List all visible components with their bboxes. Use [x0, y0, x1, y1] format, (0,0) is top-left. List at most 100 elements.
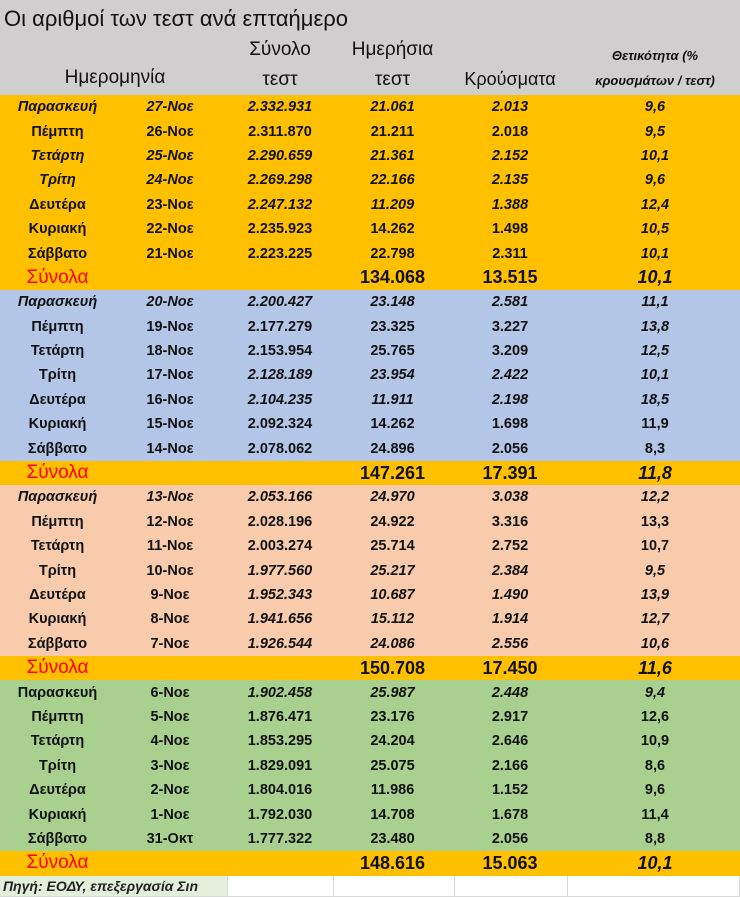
table-row: Δευτέρα 16-Νοε 2.104.235 11.911 2.198 18,5: [0, 387, 740, 413]
cell-total-tests: 2.177.279: [247, 318, 313, 335]
cell-date: 2-Νοε: [150, 782, 190, 799]
cell-positivity: 9,6: [644, 99, 666, 116]
table-header: Ημερομηνία Σύνολο τεστ Ημερήσια τεστ Κρο…: [0, 37, 740, 95]
cell-date: 13-Νοε: [146, 489, 194, 506]
cell-cases: 2.448: [491, 684, 529, 701]
table-row: Τετάρτη 25-Νοε 2.290.659 21.361 2.152 10,1: [0, 143, 740, 169]
cell-daily-tests: 11.986: [370, 782, 415, 799]
cell-daily-tests: 21.061: [370, 99, 415, 116]
cell-date: 6-Νοε: [150, 684, 190, 701]
cell-positivity: 18,5: [640, 391, 670, 408]
cell-date: 7-Νοε: [150, 635, 190, 652]
table-row: Παρασκευή 27-Νοε 2.332.931 21.061 2.013 9,6: [0, 95, 740, 120]
totals-cases: 17.391: [482, 462, 538, 483]
cell-daily-tests: 25.714: [370, 538, 415, 555]
cell-cases: 3.227: [491, 318, 529, 335]
cell-cases: 2.422: [491, 367, 529, 384]
cell-date: 8-Νοε: [150, 611, 190, 628]
cell-cases: 1.490: [491, 587, 529, 603]
cell-daily-tests: 14.262: [370, 416, 415, 433]
cell-daily-tests: 24.970: [370, 489, 415, 506]
cell-total-tests: 1.902.458: [247, 684, 313, 701]
table-row: Παρασκευή 13-Νοε 2.053.166 24.970 3.038 12,2: [0, 485, 740, 510]
cell-cases: 2.135: [491, 172, 529, 189]
table-row: Τρίτη 10-Νοε 1.977.560 25.217 2.384 9,5: [0, 558, 740, 583]
cell-day: Κυριακή: [28, 611, 87, 628]
cell-daily-tests: 14.262: [370, 221, 415, 238]
table-row: Πέμπτη 5-Νοε 1.876.471 23.176 2.917 12,6: [0, 704, 740, 730]
cell-total-tests: 2.128.189: [247, 367, 313, 384]
header-daily-line1: Ημερήσια: [351, 39, 434, 60]
cell-day: Δευτέρα: [29, 391, 86, 408]
cell-positivity: 13,3: [640, 513, 670, 530]
cell-cases: 2.056: [491, 830, 529, 847]
cell-total-tests: 2.200.427: [247, 294, 313, 311]
totals-label: Σύνολα: [26, 657, 89, 679]
cell-total-tests: 1.853.295: [247, 733, 313, 750]
cell-total-tests: 2.290.659: [247, 147, 313, 164]
table-row: Τρίτη 24-Νοε 2.269.298 22.166 2.135 9,6: [0, 168, 740, 193]
cell-day: Τρίτη: [39, 172, 76, 189]
cell-positivity: 11,1: [641, 294, 669, 311]
header-positivity-line2: κρουσμάτων / τεστ): [595, 73, 715, 88]
totals-row: Σύνολα 134.068 13.515 10,1: [0, 265, 740, 291]
cell-total-tests: 1.804.016: [247, 782, 313, 799]
empty-cell: [225, 266, 335, 290]
table-row: Τρίτη 17-Νοε 2.128.189 23.954 2.422 10,1: [0, 363, 740, 388]
cell-day: Τρίτη: [38, 367, 77, 384]
cell-date: 24-Νοε: [146, 172, 194, 189]
table-title: Οι αριθμοί των τεστ ανά επταήμερο: [0, 0, 740, 37]
table-row: Δευτέρα 9-Νοε 1.952.343 10.687 1.490 13,9: [0, 582, 740, 608]
cell-daily-tests: 22.166: [370, 172, 415, 189]
cell-daily-tests: 23.325: [370, 318, 415, 335]
cell-total-tests: 2.104.235: [247, 391, 313, 408]
cell-positivity: 13,8: [640, 318, 670, 335]
cell-daily-tests: 11.911: [371, 391, 414, 408]
cell-daily-tests: 24.204: [370, 733, 415, 750]
cell-daily-tests: 23.480: [370, 830, 415, 847]
empty-cell: [115, 461, 225, 485]
cell-cases: 2.311: [492, 245, 528, 262]
cell-positivity: 10,6: [640, 635, 670, 652]
cell-day: Πέμπτη: [31, 123, 84, 140]
cell-total-tests: 2.235.923: [247, 221, 313, 238]
cell-daily-tests: 23.176: [370, 708, 415, 725]
cell-daily-tests: 23.954: [370, 367, 415, 384]
cell-total-tests: 2.269.298: [247, 172, 313, 189]
cell-cases: 2.646: [491, 733, 529, 750]
cell-total-tests: 1.977.560: [247, 562, 313, 579]
cell-cases: 3.316: [491, 513, 529, 530]
empty-cell: [455, 875, 568, 897]
cell-cases: 3.038: [491, 489, 529, 506]
cell-total-tests: 2.092.324: [247, 416, 313, 433]
cell-date: 20-Νοε: [146, 294, 194, 311]
table-row: Δευτέρα 2-Νοε 1.804.016 11.986 1.152 9,6: [0, 777, 740, 803]
totals-daily-tests: 150.708: [359, 657, 426, 678]
cell-total-tests: 2.078.062: [247, 440, 313, 457]
cell-date: 27-Νοε: [146, 99, 194, 116]
cell-positivity: 11,4: [641, 806, 669, 823]
cell-positivity: 8,8: [644, 830, 666, 847]
table-row: Παρασκευή 20-Νοε 2.200.427 23.148 2.581 11,1: [0, 290, 740, 315]
table-row: Κυριακή 8-Νοε 1.941.656 15.112 1.914 12,7: [0, 607, 740, 632]
totals-daily-tests: 134.068: [359, 267, 426, 288]
cell-cases: 2.752: [491, 538, 529, 555]
cell-positivity: 9,5: [644, 123, 666, 140]
header-cases: Κρούσματα: [464, 69, 556, 89]
cell-date: 10-Νοε: [146, 562, 194, 579]
cell-daily-tests: 25.987: [370, 684, 415, 701]
cell-total-tests: 1.926.544: [247, 635, 313, 652]
cell-day: Δευτέρα: [29, 782, 86, 799]
header-date: Ημερομηνία: [64, 67, 166, 88]
cell-cases: 1.498: [491, 221, 529, 238]
cell-day: Παρασκευή: [17, 99, 98, 116]
cell-daily-tests: 24.086: [370, 635, 415, 652]
cell-positivity: 9,6: [644, 172, 666, 189]
table-row: Κυριακή 15-Νοε 2.092.324 14.262 1.698 11,9: [0, 412, 740, 437]
empty-cell: [568, 875, 740, 897]
table-row: Σάββατο 7-Νοε 1.926.544 24.086 2.556 10,6: [0, 631, 740, 656]
cell-total-tests: 1.941.656: [247, 611, 313, 628]
cell-cases: 1.678: [491, 806, 529, 823]
cell-day: Πέμπτη: [31, 513, 84, 530]
empty-cell: [334, 875, 455, 897]
